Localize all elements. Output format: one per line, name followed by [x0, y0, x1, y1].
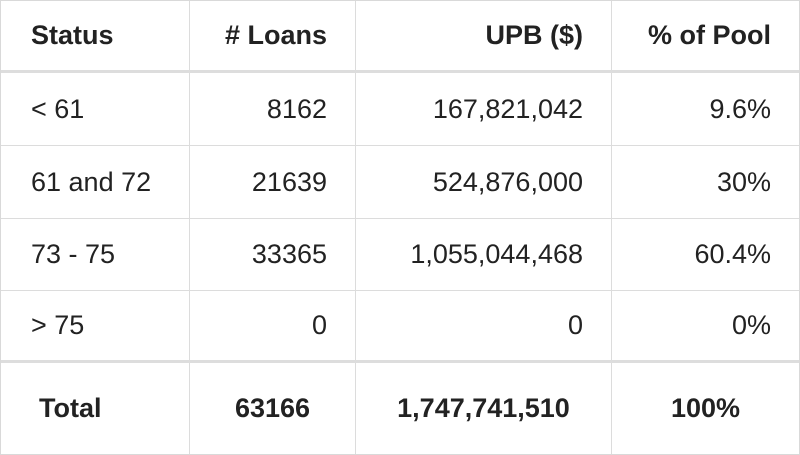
header-loans: # Loans [190, 1, 356, 70]
header-status: Status [1, 1, 190, 70]
loans-cell: 0 [190, 291, 356, 360]
pool-percent-cell: 30% [716, 166, 771, 197]
total-pool-percent: 100% [670, 393, 741, 423]
status-cell: < 61 [1, 73, 190, 145]
status-cell: 73 - 75 [1, 219, 190, 290]
table-row: 73 - 75 33365 1,055,044,468 60.4% [1, 219, 799, 291]
upb-cell: 167,821,042 [356, 73, 612, 145]
total-label: Total [1, 363, 190, 454]
upb-cell: 524,876,000 [356, 146, 612, 218]
upb-cell: 1,055,044,468 [356, 219, 612, 290]
table-total-row: Total 63166 1,747,741,510 100% [1, 363, 799, 454]
header-upb: UPB ($) [356, 1, 612, 70]
total-loans: 63166 [190, 363, 356, 454]
pool-percent-cell: 0% [731, 310, 771, 340]
header-pool-percent: % of Pool [648, 20, 771, 50]
table-row: 61 and 72 21639 524,876,000 30% [1, 146, 799, 219]
table-row: > 75 0 0 0% [1, 291, 799, 363]
table-header-row: Status # Loans UPB ($) % of Pool [1, 1, 799, 73]
pool-percent-cell: 9.6% [709, 93, 771, 124]
table-row: < 61 8162 167,821,042 9.6% [1, 73, 799, 146]
status-cell: 61 and 72 [1, 146, 190, 218]
loans-cell: 21639 [190, 146, 356, 218]
total-upb: 1,747,741,510 [356, 363, 612, 454]
pool-percent-cell: 60.4% [694, 239, 771, 269]
status-cell: > 75 [1, 291, 190, 360]
loans-cell: 8162 [190, 73, 356, 145]
loans-cell: 33365 [190, 219, 356, 290]
upb-cell: 0 [356, 291, 612, 360]
